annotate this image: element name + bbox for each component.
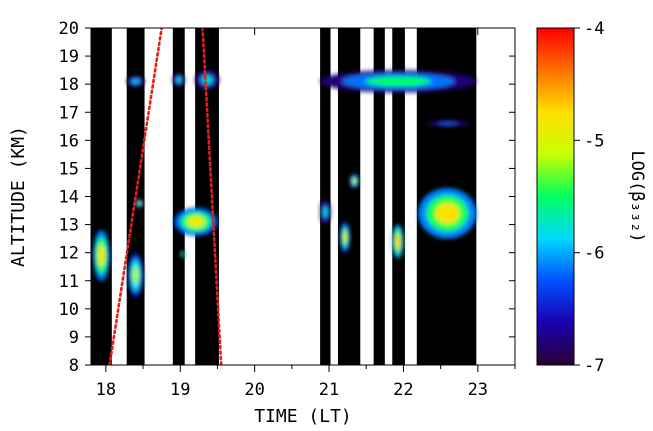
reference-line bbox=[201, 28, 223, 365]
observation-band bbox=[320, 28, 331, 365]
y-tick-label: 15 bbox=[59, 159, 79, 179]
x-tick-label: 21 bbox=[319, 380, 339, 400]
backscatter-feature bbox=[320, 199, 331, 225]
feature-contour bbox=[435, 202, 460, 224]
observation-band bbox=[195, 28, 219, 365]
backscatter-feature bbox=[180, 249, 185, 259]
y-tick-label: 16 bbox=[59, 131, 79, 151]
backscatter-feature bbox=[418, 188, 477, 239]
colorbar-tick-label: -4 bbox=[584, 19, 604, 39]
backscatter-feature bbox=[425, 120, 471, 127]
backscatter-feature bbox=[340, 221, 350, 253]
feature-contour bbox=[180, 252, 184, 256]
colorbar-label: LOG(β₃₃₂) bbox=[627, 150, 647, 242]
feature-contour bbox=[395, 234, 401, 249]
y-tick-label: 11 bbox=[59, 272, 79, 292]
y-tick-label: 12 bbox=[59, 244, 79, 264]
y-tick-label: 13 bbox=[59, 216, 79, 236]
feature-contour bbox=[97, 244, 105, 267]
x-tick-label: 19 bbox=[170, 380, 190, 400]
feature-contour bbox=[323, 206, 328, 218]
backscatter-feature bbox=[320, 70, 477, 93]
feature-contour bbox=[352, 178, 357, 185]
colorbar-gradient bbox=[536, 27, 575, 366]
feature-contour bbox=[342, 230, 348, 244]
x-tick-label: 18 bbox=[96, 380, 116, 400]
feature-contour bbox=[132, 265, 139, 285]
y-axis: 8 9 10 11 12 13 14 15 16 17 18 19 20 bbox=[59, 19, 515, 376]
feature-contour bbox=[202, 75, 213, 85]
colorbar-ticks: -7 -6 -5 -4 bbox=[574, 19, 604, 376]
backscatter-feature bbox=[126, 75, 145, 87]
y-tick-label: 17 bbox=[59, 103, 79, 123]
feature-contour bbox=[186, 215, 205, 228]
y-tick-label: 19 bbox=[59, 47, 79, 67]
backscatter-feature bbox=[128, 252, 144, 298]
x-tick-label: 20 bbox=[244, 380, 264, 400]
backscatter-feature bbox=[93, 230, 110, 281]
y-tick-label: 14 bbox=[59, 188, 79, 208]
observation-band bbox=[172, 28, 185, 365]
x-axis-label: TIME (LT) bbox=[254, 406, 352, 427]
feature-contour bbox=[131, 78, 140, 84]
feature-contour bbox=[137, 201, 141, 206]
backscatter-feature bbox=[135, 199, 144, 208]
y-tick-label: 20 bbox=[59, 19, 79, 39]
backscatter-feature bbox=[195, 70, 219, 90]
plot-area bbox=[90, 27, 516, 366]
y-tick-label: 18 bbox=[59, 75, 79, 95]
observation-band bbox=[91, 28, 112, 365]
backscatter-feature bbox=[349, 174, 359, 189]
reference-line bbox=[108, 28, 163, 365]
y-axis-label: ALTITUDE (KM) bbox=[8, 126, 29, 267]
backscatter-feature bbox=[172, 72, 185, 87]
colorbar-tick-label: -7 bbox=[584, 356, 604, 376]
colorbar: -7 -6 -5 -4 LOG(β₃₃₂) bbox=[536, 19, 647, 376]
y-tick-label: 10 bbox=[59, 300, 79, 320]
observation-band bbox=[337, 28, 361, 365]
observation-band bbox=[392, 28, 405, 365]
y-tick-label: 9 bbox=[69, 328, 79, 348]
colorbar-tick-label: -5 bbox=[584, 131, 604, 151]
reference-lines bbox=[108, 28, 223, 365]
y-tick-label: 8 bbox=[69, 356, 79, 376]
x-tick-label: 22 bbox=[393, 380, 413, 400]
x-tick-label: 23 bbox=[468, 380, 488, 400]
feature-contour bbox=[438, 121, 458, 125]
feature-contour bbox=[176, 77, 182, 83]
colorbar-tick-label: -6 bbox=[584, 244, 604, 264]
x-axis: 18 19 20 21 22 23 bbox=[96, 28, 516, 400]
backscatter-feature bbox=[392, 224, 404, 259]
backscatter-features bbox=[93, 70, 477, 298]
observation-band bbox=[373, 28, 385, 365]
feature-contour bbox=[365, 76, 432, 87]
backscatter-feature bbox=[174, 207, 218, 236]
